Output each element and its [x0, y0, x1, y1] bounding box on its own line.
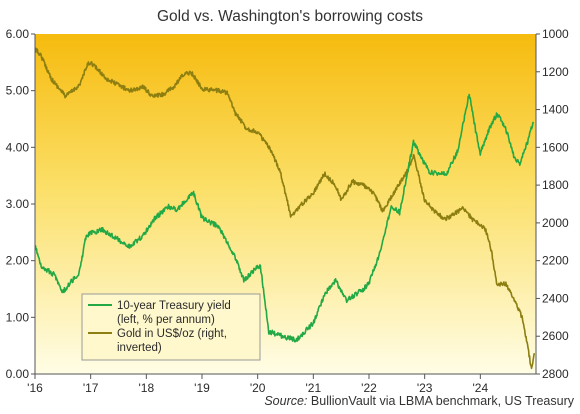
- x-tick-label: '20: [250, 381, 266, 395]
- source-text: BullionVault via LBMA benchmark, US Trea…: [311, 394, 575, 408]
- x-tick-label: '23: [417, 381, 433, 395]
- left-tick-label: 1.00: [6, 310, 30, 324]
- right-axis: 1000 1200 1400 1600 1800 2000 2200 2400 2600 2800: [536, 27, 569, 381]
- legend-item-gold-price: Gold in US$/oz (right, inverted): [88, 328, 227, 354]
- right-tick-label: 2400: [542, 291, 569, 305]
- left-axis: 0.00 1.00 2.00 3.00 4.00 5.00 6.00: [6, 27, 35, 381]
- right-tick-label: 1200: [542, 65, 569, 79]
- x-tick-label: '17: [83, 381, 99, 395]
- right-tick-label: 2800: [542, 367, 569, 381]
- right-tick-label: 1000: [542, 27, 569, 41]
- right-tick-label: 2000: [542, 216, 569, 230]
- legend-label: inverted): [117, 342, 162, 354]
- x-tick-label: '19: [194, 381, 210, 395]
- treasury-yield-line: [35, 93, 534, 343]
- legend-item-treasury-yield: 10-year Treasury yield (left, % per annum…: [88, 300, 231, 326]
- x-tick-label: '21: [306, 381, 322, 395]
- x-tick-label: '22: [361, 381, 377, 395]
- right-tick-label: 1600: [542, 140, 569, 154]
- legend-box: [81, 293, 261, 361]
- left-tick-label: 0.00: [6, 367, 30, 381]
- left-tick-label: 6.00: [6, 27, 30, 41]
- plot-lines: [35, 47, 536, 370]
- x-tick-label: '18: [139, 381, 155, 395]
- x-tick-label: '16: [27, 381, 43, 395]
- gold-price-line: [35, 47, 536, 370]
- x-axis: '16 '17 '18 '19 '20 '21 '22 '23 '24: [27, 374, 488, 395]
- left-tick-label: 3.00: [6, 197, 30, 211]
- right-tick-label: 2600: [542, 329, 569, 343]
- legend-label: Gold in US$/oz (right,: [117, 328, 227, 340]
- source-label: Source:: [264, 394, 307, 408]
- legend: 10-year Treasury yield (left, % per annum…: [81, 293, 261, 361]
- x-tick-label: '24: [473, 381, 489, 395]
- left-tick-label: 4.00: [6, 140, 30, 154]
- left-tick-label: 2.00: [6, 254, 30, 268]
- legend-label: (left, % per annum): [117, 314, 215, 326]
- legend-label: 10-year Treasury yield: [117, 300, 231, 312]
- chart-title: Gold vs. Washington's borrowing costs: [157, 8, 423, 25]
- right-tick-label: 1400: [542, 103, 569, 117]
- right-tick-label: 1800: [542, 178, 569, 192]
- source-note: Source: BullionVault via LBMA benchmark,…: [264, 394, 574, 408]
- left-tick-label: 5.00: [6, 84, 30, 98]
- right-tick-label: 2200: [542, 254, 569, 268]
